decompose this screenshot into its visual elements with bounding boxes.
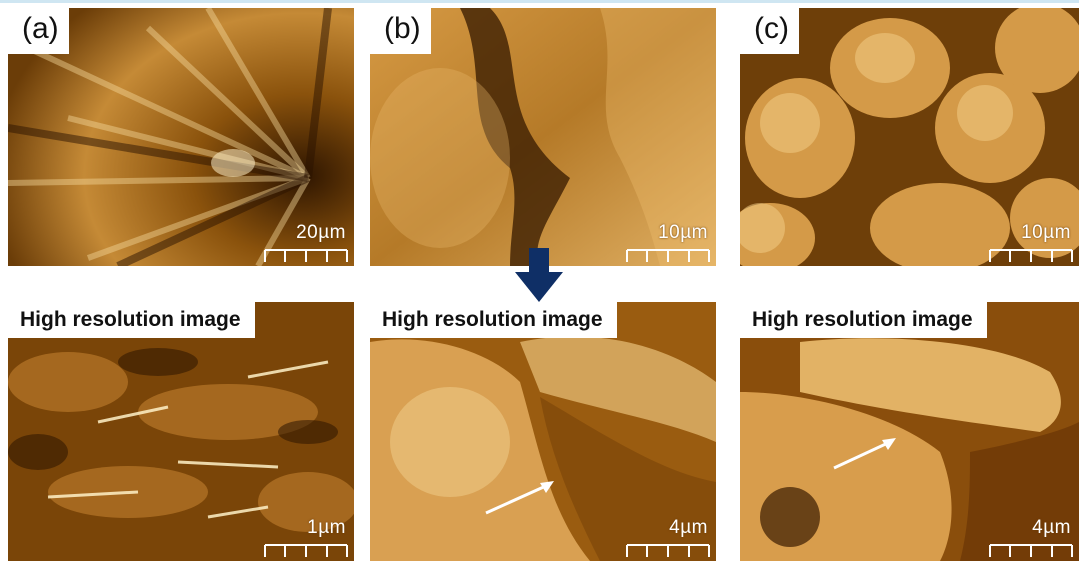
afm-image-a xyxy=(8,8,354,266)
high-res-caption-c: High resolution image xyxy=(740,302,987,338)
scale-ruler xyxy=(626,544,710,557)
scale-bar-c-high-res: 4µm xyxy=(989,517,1073,557)
afm-panel-a-high-res: High resolution image 1µm xyxy=(8,302,354,561)
scale-bar-text: 4µm xyxy=(669,517,708,538)
scale-ruler xyxy=(626,249,710,262)
afm-panel-b: (b) 10µm xyxy=(370,8,716,266)
scale-bar-text: 20µm xyxy=(296,222,346,243)
scale-ruler xyxy=(989,249,1073,262)
panel-label-b: (b) xyxy=(370,8,431,54)
scale-bar-text: 1µm xyxy=(307,517,346,538)
afm-panel-a: (a) 20µm xyxy=(8,8,354,266)
white-pointer-arrow-icon xyxy=(485,481,554,515)
afm-panel-c-high-res: High resolution image 4µm xyxy=(740,302,1079,561)
scale-bar-text: 4µm xyxy=(1032,517,1071,538)
scale-bar-b-high-res: 4µm xyxy=(626,517,710,557)
afm-high-res-image-c xyxy=(740,302,1079,561)
afm-panel-c: (c) 10µm xyxy=(740,8,1079,266)
white-pointer-arrow-icon xyxy=(833,438,896,470)
scale-bar-b: 10µm xyxy=(626,222,710,262)
scale-bar-a-high-res: 1µm xyxy=(264,517,348,557)
scale-bar-text: 10µm xyxy=(658,222,708,243)
scale-ruler xyxy=(264,249,348,262)
afm-image-b xyxy=(370,8,716,266)
high-res-caption-b: High resolution image xyxy=(370,302,617,338)
scale-ruler xyxy=(264,544,348,557)
scale-bar-c: 10µm xyxy=(989,222,1073,262)
afm-high-res-image-a xyxy=(8,302,354,561)
scale-bar-a: 20µm xyxy=(264,222,348,262)
afm-panel-b-high-res: High resolution image 4µm xyxy=(370,302,716,561)
top-accent-line xyxy=(0,0,1079,3)
panel-label-a: (a) xyxy=(8,8,69,54)
afm-image-c xyxy=(740,8,1079,266)
down-arrow-icon xyxy=(515,248,563,302)
scale-bar-text: 10µm xyxy=(1021,222,1071,243)
afm-high-res-image-b xyxy=(370,302,716,561)
scale-ruler xyxy=(989,544,1073,557)
high-res-caption-a: High resolution image xyxy=(8,302,255,338)
panel-label-c: (c) xyxy=(740,8,799,54)
